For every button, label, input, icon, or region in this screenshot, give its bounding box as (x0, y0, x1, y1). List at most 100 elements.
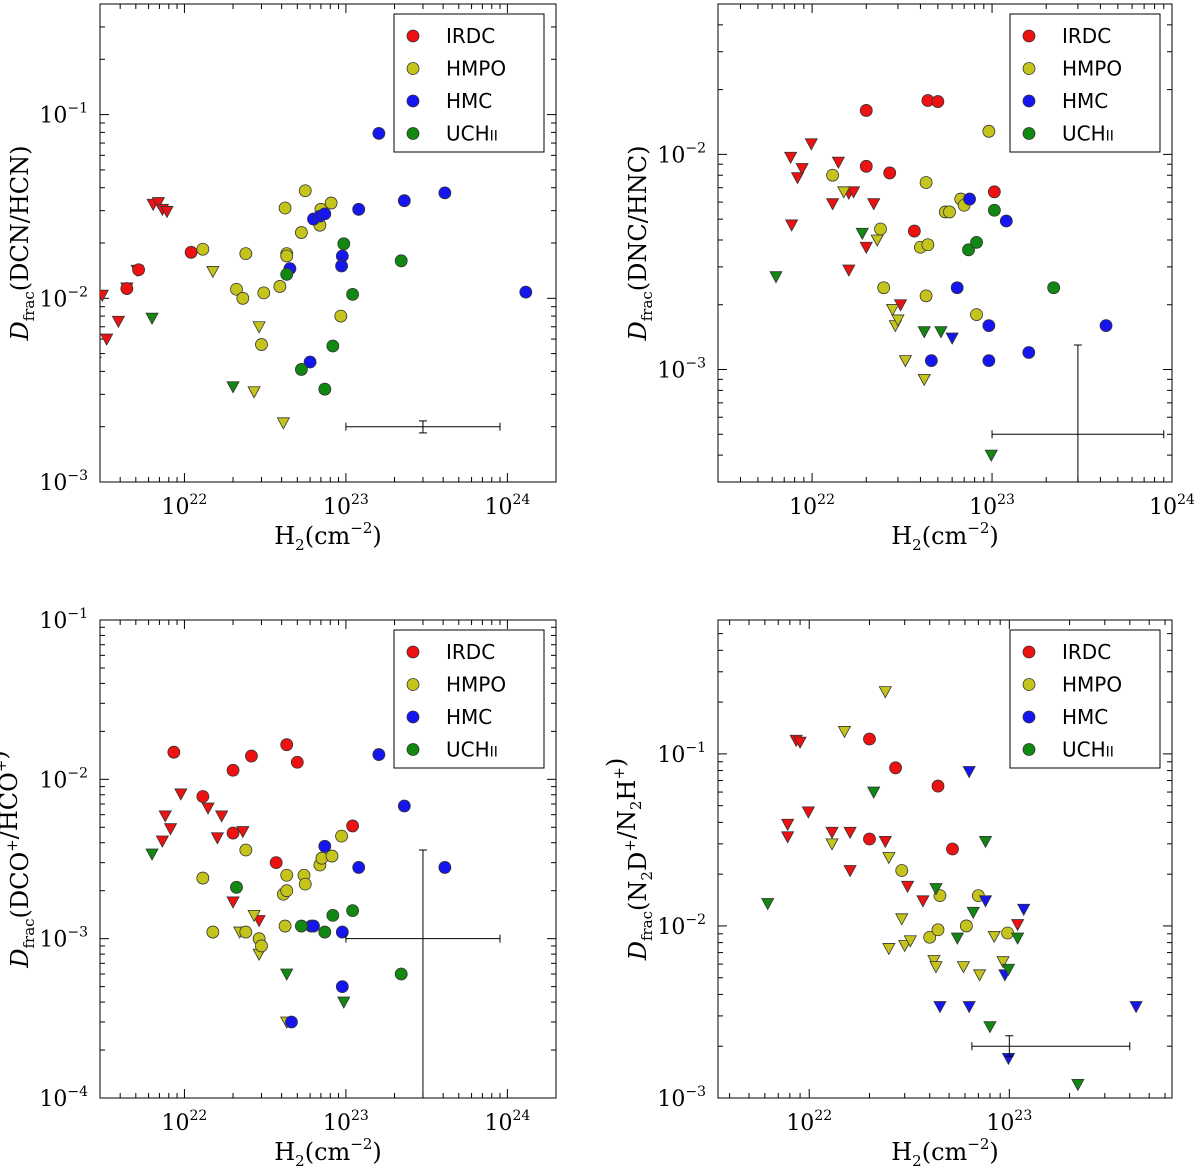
detection-marker-hmpo (895, 864, 909, 877)
legend-label-irdc: IRDC (446, 24, 495, 48)
upper-limit-marker-hmc (962, 766, 976, 779)
upper-limit-marker-irdc (78, 389, 90, 400)
detection-marker-hmpo (919, 176, 933, 189)
upper-limit-marker-irdc (804, 138, 818, 151)
upper-limit-marker-hmpo (972, 969, 987, 982)
legend-label-hmc: HMC (446, 705, 492, 729)
legend-marker-hmc (1022, 94, 1036, 108)
detection-marker-uchii (230, 880, 243, 894)
x-tick-label: 1023 (323, 1108, 369, 1136)
detection-marker-uchii (394, 967, 408, 981)
detection-marker-hmpo (196, 871, 210, 885)
y-tick-label: 10−3 (39, 468, 88, 496)
upper-limit-marker-hmpo (837, 726, 852, 739)
x-tick-label: 1022 (786, 1108, 832, 1136)
detection-marker-uchii (318, 925, 332, 939)
detection-marker-hmpo (324, 196, 338, 210)
upper-limit-marker-irdc (859, 241, 873, 255)
x-axis-label: H2(cm−2) (891, 1135, 999, 1166)
legend: IRDC HMPO HMC UCHII (393, 629, 545, 769)
legend-label-irdc: IRDC (446, 640, 495, 664)
detection-marker-uchii (962, 243, 975, 257)
legend-label-uchii: UCHII (446, 738, 498, 762)
detection-marker-hmpo (298, 877, 312, 891)
legend-marker-hmpo (1022, 678, 1036, 691)
upper-limit-marker-uchii (769, 271, 783, 284)
detection-marker-hmpo (206, 925, 220, 939)
detection-marker-irdc (931, 95, 945, 108)
upper-limit-marker-hmpo (895, 913, 909, 926)
upper-limit-marker-hmpo (882, 852, 896, 865)
upper-limit-marker-hmpo (903, 935, 917, 948)
legend: IRDC HMPO HMC UCHII (393, 13, 545, 153)
detection-marker-uchii (318, 382, 332, 396)
x-tick-label: 1022 (789, 492, 835, 520)
detection-marker-hmc (924, 354, 938, 368)
detection-marker-irdc (931, 779, 945, 793)
detection-marker-irdc (883, 166, 897, 180)
detection-marker-hmpo (919, 289, 933, 303)
detection-marker-hmpo (239, 925, 253, 939)
upper-limit-marker-hmpo (929, 961, 943, 974)
detection-marker-hmpo (278, 201, 292, 215)
legend-marker-irdc (406, 645, 420, 659)
detection-marker-hmpo (970, 308, 983, 321)
data-points (761, 686, 1143, 1092)
detection-marker-uchii (326, 908, 340, 922)
y-tick-label: 10−2 (39, 765, 88, 793)
y-axis-label: Dfrac(DCN/HCN) (6, 145, 38, 341)
detection-marker-hmc (950, 281, 964, 295)
upper-limit-marker-hmpo (917, 373, 931, 387)
upper-limit-marker-irdc (780, 831, 795, 844)
legend-label-hmpo: HMPO (446, 57, 506, 81)
detection-marker-hmc (438, 861, 452, 874)
detection-marker-irdc (280, 738, 294, 752)
axis-ticks (717, 3, 1173, 483)
upper-limit-marker-irdc (795, 163, 809, 176)
detection-marker-irdc (290, 755, 304, 769)
y-tick-label: 10−3 (657, 356, 706, 384)
detection-marker-hmpo (239, 843, 253, 857)
axis-ticks (99, 3, 557, 483)
detection-marker-hmc (372, 127, 386, 140)
detection-marker-hmpo (921, 238, 935, 252)
chart-panel-dco: 1022 1023 1024 10−4 10−3 10−2 10−1 H2(cm−2) Dfra… (0, 606, 557, 1166)
detection-marker-hmpo (255, 939, 268, 953)
upper-limit-marker-irdc (780, 818, 795, 832)
y-tick-label: 10−2 (657, 140, 706, 168)
detection-marker-irdc (120, 282, 134, 295)
y-axis-label: Dfrac(DCO+/HCO+) (0, 750, 38, 969)
upper-limit-marker-irdc (846, 186, 861, 199)
upper-limit-marker-irdc (801, 806, 816, 819)
x-tick-label: 1023 (323, 492, 369, 520)
legend-label-irdc: IRDC (1062, 640, 1111, 664)
legend-marker-hmc (1022, 710, 1036, 724)
upper-limit-marker-uchii (761, 898, 775, 911)
chart-panel-dcn: 1022 1023 1024 10−3 10−2 10−1 H2(cm−2) Dfrac(DC… (6, 3, 557, 554)
detection-marker-hmpo (874, 222, 887, 236)
upper-limit-marker-irdc (214, 810, 229, 823)
legend-marker-uchii (406, 743, 420, 756)
upper-limit-marker-hmpo (885, 304, 900, 317)
detection-marker-uchii (394, 254, 408, 268)
upper-limit-marker-irdc (160, 206, 174, 219)
y-tick-label: 10−4 (39, 1084, 88, 1112)
upper-limit-marker-irdc (867, 198, 881, 211)
detection-marker-hmpo (280, 249, 294, 263)
detection-marker-hmpo (298, 184, 312, 198)
error-bar (345, 849, 501, 1098)
upper-limit-marker-irdc (1010, 919, 1025, 932)
upper-limit-marker-irdc (831, 156, 846, 169)
upper-limit-marker-irdc (825, 198, 840, 211)
data-points (78, 127, 533, 430)
upper-limit-marker-irdc (900, 880, 915, 894)
detection-marker-hmc (397, 799, 411, 813)
y-tick-label: 10−2 (657, 912, 706, 940)
data-points (769, 94, 1113, 462)
legend-label-hmpo: HMPO (1062, 57, 1122, 81)
legend-marker-uchii (1022, 743, 1036, 756)
detection-marker-hmpo (236, 291, 250, 305)
x-tick-label: 1023 (969, 492, 1015, 520)
upper-limit-marker-hmc (933, 1001, 947, 1014)
